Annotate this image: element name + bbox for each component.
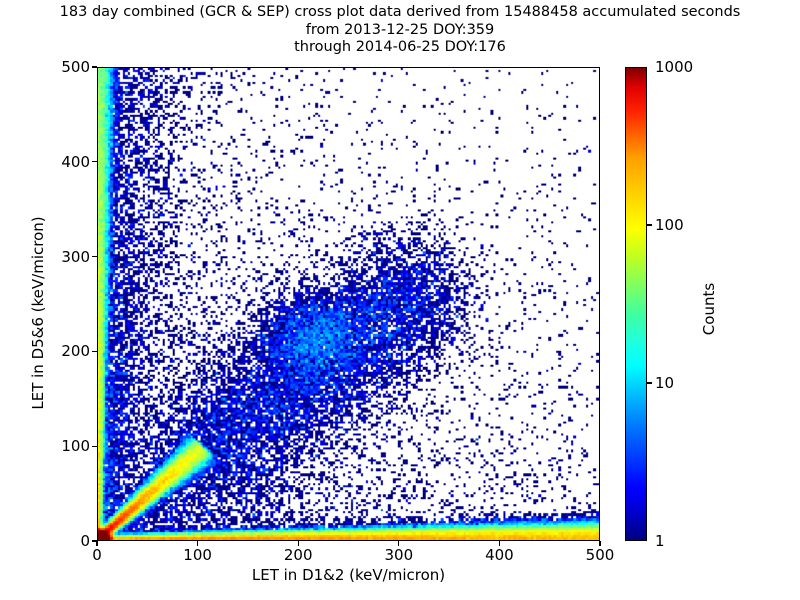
x-tick-label: 0 (92, 546, 102, 564)
plot-area (97, 67, 600, 541)
x-tick-mark (599, 541, 601, 546)
colorbar-gradient (625, 67, 647, 541)
y-tick-mark (92, 66, 97, 68)
colorbar-tick-label: 1000 (655, 58, 694, 76)
y-tick-label: 200 (61, 342, 90, 361)
x-tick-label: 300 (384, 546, 414, 564)
y-tick-label: 100 (61, 437, 90, 456)
title-line-1: 183 day combined (GCR & SEP) cross plot … (59, 4, 741, 20)
x-tick-label: 500 (585, 546, 615, 564)
y-tick-mark (92, 350, 97, 353)
y-tick-mark (92, 540, 97, 542)
x-tick-mark (297, 541, 299, 546)
title-line-3: through 2014-06-25 DOY:176 (294, 39, 506, 55)
colorbar-label: Counts (700, 282, 718, 336)
x-tick-mark (498, 541, 501, 546)
title-line-2: from 2013-12-25 DOY:359 (305, 21, 495, 38)
colorbar (625, 67, 647, 541)
density-heatmap (98, 68, 599, 540)
colorbar-tick-mark (647, 382, 652, 384)
y-tick-mark (92, 445, 97, 447)
x-tick-label: 200 (283, 546, 313, 564)
x-axis-label: LET in D1&2 (keV/micron) (251, 566, 446, 584)
x-tick-mark (398, 541, 400, 546)
y-tick-label: 400 (61, 152, 90, 171)
y-tick-label: 500 (61, 58, 90, 76)
colorbar-tick-mark (647, 224, 652, 226)
y-tick-label: 300 (61, 247, 90, 266)
figure-title: 183 day combined (GCR & SEP) cross plot … (0, 4, 800, 57)
colorbar-tick-label: 10 (655, 374, 675, 392)
y-axis-label: LET in D5&6 (keV/micron) (29, 216, 47, 410)
x-tick-label: 100 (183, 546, 212, 564)
x-tick-label: 400 (485, 546, 514, 564)
y-tick-mark (92, 161, 97, 163)
y-tick-mark (92, 255, 97, 258)
y-tick-label: 0 (80, 532, 90, 550)
x-tick-mark (96, 541, 98, 546)
colorbar-tick-label: 100 (655, 216, 684, 234)
colorbar-tick-label: 1 (655, 532, 665, 550)
x-tick-mark (196, 541, 199, 546)
